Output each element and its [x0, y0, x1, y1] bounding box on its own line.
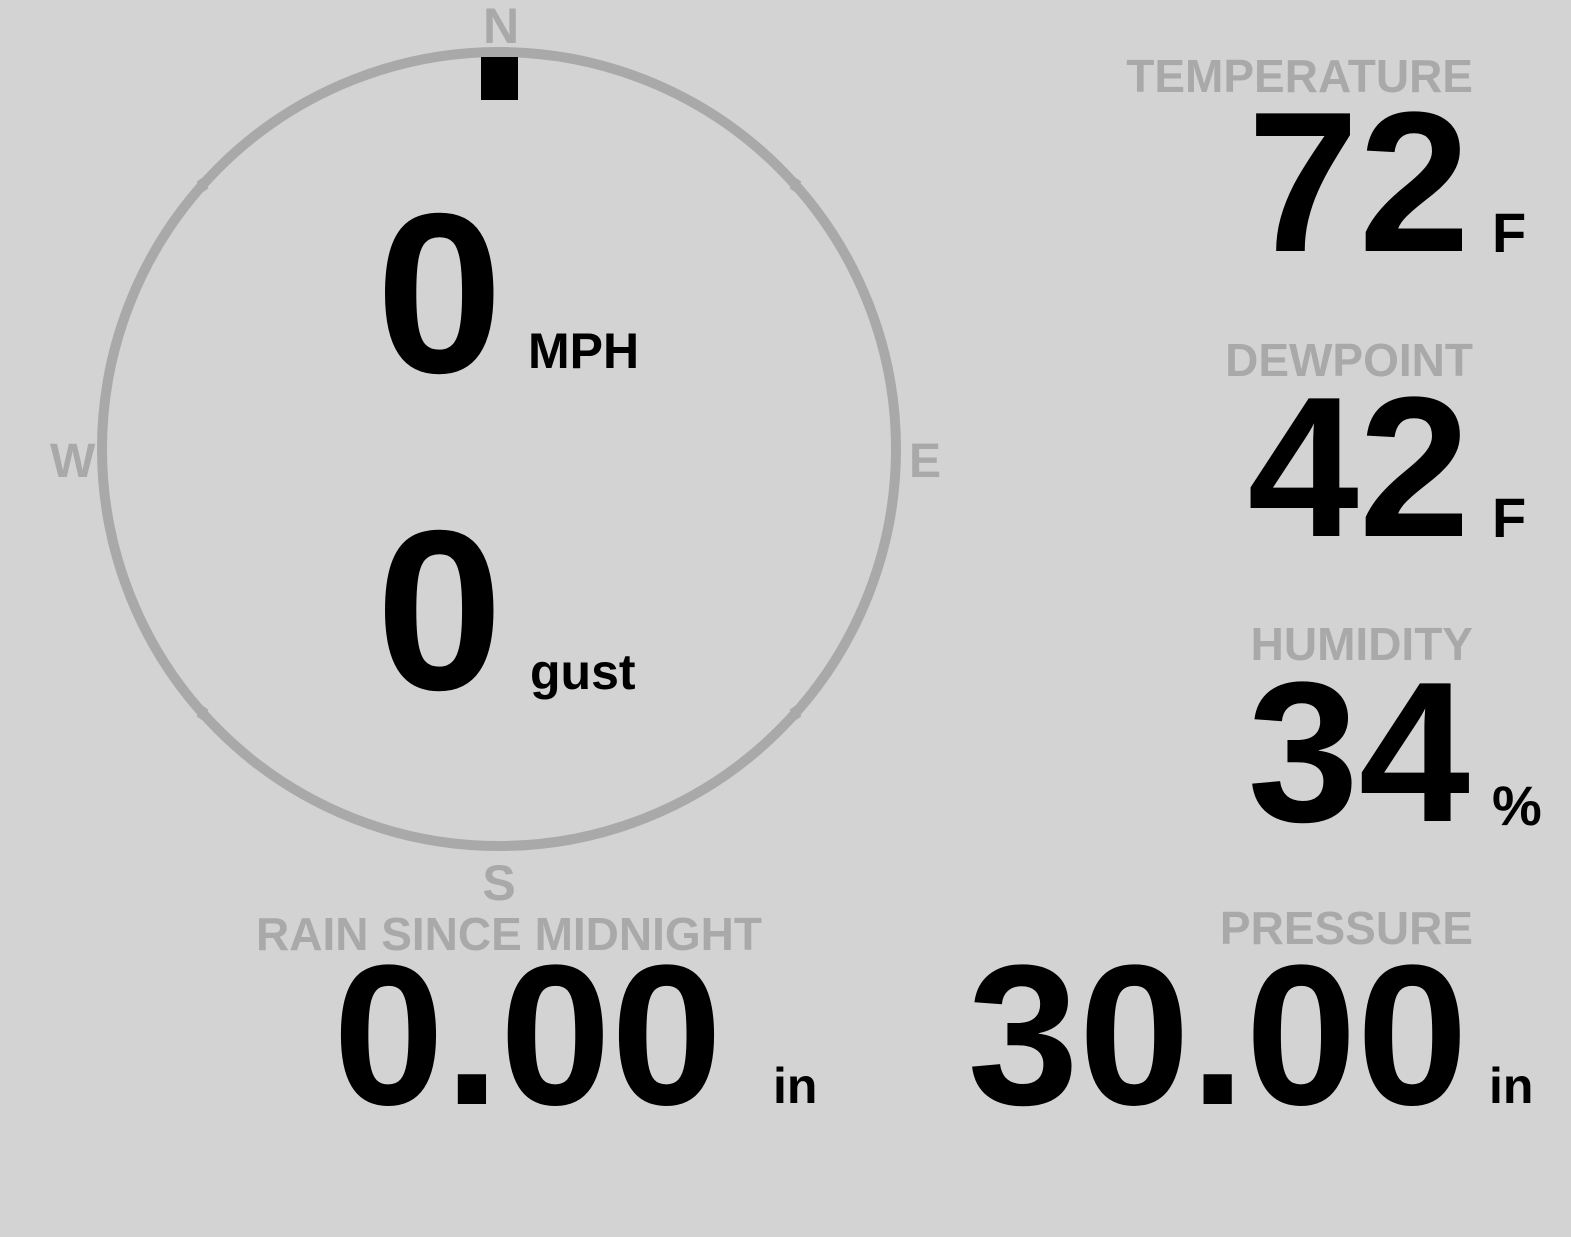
dewpoint-label: DEWPOINT [1225, 334, 1473, 386]
rain-label: RAIN SINCE MIDNIGHT [256, 908, 762, 960]
compass-north-label: N [482, 0, 520, 54]
pressure-value: 30.00 [967, 924, 1469, 1147]
dewpoint-value: 42 [1247, 356, 1470, 579]
wind-speed-value: 0 [376, 167, 503, 421]
compass-south-label: S [482, 855, 516, 911]
rain-unit: in [773, 1058, 818, 1114]
temperature-value: 72 [1247, 71, 1470, 294]
wind-gust-value: 0 [376, 484, 503, 738]
wind-direction-needle [481, 57, 518, 100]
pressure-label: PRESSURE [1219, 902, 1473, 954]
wind-speed-unit: MPH [528, 323, 640, 379]
temperature-label: TEMPERATURE [1126, 50, 1473, 102]
pressure-unit: in [1489, 1058, 1534, 1114]
humidity-label: HUMIDITY [1250, 618, 1473, 670]
wind-gust-unit: gust [530, 644, 636, 700]
humidity-value: 34 [1247, 641, 1470, 864]
rain-value: 0.00 [333, 924, 723, 1147]
dewpoint-unit: F [1492, 486, 1527, 549]
compass-east-label: E [909, 435, 942, 488]
temperature-unit: F [1492, 201, 1527, 264]
compass-ring [97, 47, 901, 851]
humidity-unit: % [1492, 774, 1542, 837]
compass-west-label: W [50, 435, 96, 488]
compass-ticks [196, 178, 802, 720]
